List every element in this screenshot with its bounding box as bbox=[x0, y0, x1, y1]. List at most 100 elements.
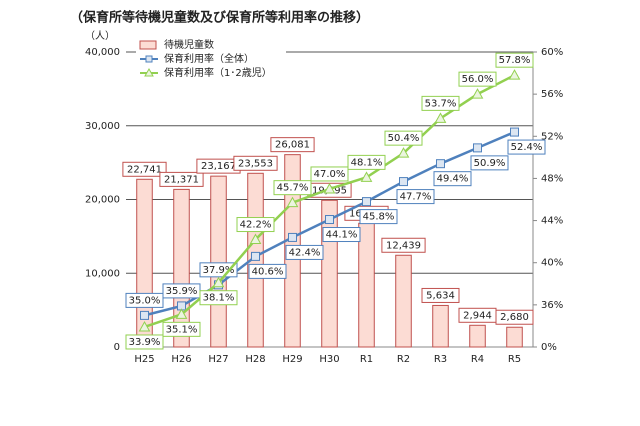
x-tick-label: R4 bbox=[471, 354, 484, 365]
value-label: 35.9% bbox=[166, 286, 198, 297]
value-label: 35.1% bbox=[166, 324, 198, 335]
value-label: 57.8% bbox=[499, 55, 531, 66]
marker bbox=[473, 143, 482, 153]
bar bbox=[506, 326, 523, 348]
x-tick-label: H29 bbox=[282, 354, 302, 365]
value-label-box bbox=[421, 95, 460, 111]
value-label-box bbox=[359, 209, 398, 225]
marker bbox=[212, 276, 225, 288]
marker bbox=[325, 215, 334, 225]
y2-tick-label: 56% bbox=[541, 89, 563, 100]
value-label: 52.4% bbox=[511, 142, 543, 153]
value-label-box bbox=[159, 171, 204, 187]
value-label-box bbox=[122, 161, 167, 177]
value-label-box bbox=[381, 237, 426, 253]
marker bbox=[249, 233, 262, 245]
marker bbox=[323, 182, 336, 194]
y-axis-label: （人） bbox=[85, 30, 115, 42]
value-label-box bbox=[384, 130, 423, 146]
marker bbox=[362, 197, 371, 207]
y-tick-label: 40,000 bbox=[85, 47, 120, 58]
marker bbox=[140, 310, 149, 320]
value-label: 12,439 bbox=[386, 240, 421, 251]
y2-tick-label: 40% bbox=[541, 258, 563, 269]
legend-label: 保育利用率（全体） bbox=[164, 52, 254, 65]
marker bbox=[434, 112, 447, 123]
value-label: 48.1% bbox=[351, 157, 383, 168]
value-label-box bbox=[396, 189, 435, 205]
marker bbox=[175, 308, 188, 319]
value-label-box bbox=[507, 139, 546, 155]
y2-tick-label: 0% bbox=[541, 342, 557, 353]
value-label: 23,553 bbox=[238, 158, 273, 169]
x-tick-label: H27 bbox=[208, 354, 228, 365]
value-label: 42.4% bbox=[289, 247, 321, 258]
value-label: 44.1% bbox=[326, 230, 358, 241]
value-label: 45.7% bbox=[277, 183, 309, 194]
value-label: 47.0% bbox=[314, 169, 346, 180]
bar bbox=[395, 254, 412, 348]
x-tick-label: H28 bbox=[245, 354, 265, 365]
value-label: 22,741 bbox=[127, 164, 162, 175]
bar bbox=[432, 304, 449, 348]
y-tick-label: 20,000 bbox=[85, 195, 120, 206]
marker bbox=[399, 177, 408, 187]
value-label: 5,634 bbox=[426, 290, 455, 301]
value-label-box bbox=[199, 290, 238, 306]
marker bbox=[397, 147, 410, 158]
value-label-box bbox=[125, 292, 164, 308]
value-label: 40.6% bbox=[252, 266, 284, 277]
value-label: 42.2% bbox=[240, 220, 272, 231]
marker bbox=[288, 232, 297, 242]
marker bbox=[510, 127, 519, 137]
value-label-box bbox=[236, 217, 275, 233]
value-label: 49.4% bbox=[437, 174, 469, 185]
value-label-box bbox=[470, 155, 509, 171]
marker bbox=[251, 251, 260, 261]
value-label-box bbox=[273, 180, 312, 196]
legend-swatch bbox=[139, 40, 157, 50]
value-label: 53.7% bbox=[425, 98, 457, 109]
bar bbox=[358, 222, 375, 348]
y-tick-label: 10,000 bbox=[85, 268, 120, 279]
value-label-box bbox=[495, 52, 534, 68]
y2-tick-label: 52% bbox=[541, 131, 563, 142]
x-tick-label: H30 bbox=[319, 354, 339, 365]
marker bbox=[360, 171, 373, 182]
x-tick-label: H25 bbox=[134, 354, 154, 365]
value-label-box bbox=[347, 154, 386, 170]
marker bbox=[138, 320, 151, 332]
legend-marker bbox=[145, 55, 153, 63]
value-label: 2,680 bbox=[500, 312, 529, 323]
y2-tick-label: 36% bbox=[541, 300, 563, 311]
value-label-box bbox=[270, 137, 315, 153]
value-label: 45.8% bbox=[363, 212, 395, 223]
y2-tick-label: 60% bbox=[541, 47, 563, 58]
y2-tick-label: 48% bbox=[541, 173, 563, 184]
value-label: 23,167 bbox=[201, 161, 236, 172]
value-label: 35.0% bbox=[129, 295, 161, 306]
x-tick-label: R5 bbox=[508, 354, 521, 365]
value-label: 47.7% bbox=[400, 192, 432, 203]
value-label-box bbox=[162, 321, 201, 337]
value-label-box bbox=[285, 244, 324, 260]
bar bbox=[210, 175, 227, 348]
value-label: 21,371 bbox=[164, 174, 199, 185]
value-label: 56.0% bbox=[462, 74, 494, 85]
marker bbox=[471, 88, 484, 99]
value-label-box bbox=[433, 171, 472, 187]
value-label: 50.9% bbox=[474, 158, 506, 169]
value-label: 2,944 bbox=[463, 310, 492, 321]
legend-marker bbox=[144, 67, 154, 77]
value-label: 37.9% bbox=[203, 265, 235, 276]
value-label-box bbox=[233, 155, 278, 171]
value-label-box bbox=[322, 227, 361, 243]
x-tick-label: R3 bbox=[434, 354, 447, 365]
y-tick-label: 30,000 bbox=[85, 121, 120, 132]
y-tick-label: 0 bbox=[114, 342, 120, 353]
value-label-box bbox=[495, 309, 534, 325]
value-label: 38.1% bbox=[203, 293, 235, 304]
value-label-box bbox=[125, 334, 164, 350]
value-label: 50.4% bbox=[388, 133, 420, 144]
